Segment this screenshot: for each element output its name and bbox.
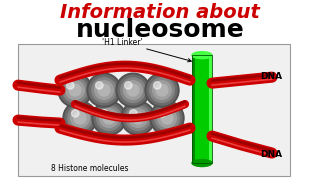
FancyBboxPatch shape (18, 44, 290, 176)
Text: DNA: DNA (260, 72, 282, 81)
Circle shape (154, 82, 161, 89)
Circle shape (121, 78, 145, 102)
Circle shape (66, 81, 84, 100)
Circle shape (130, 110, 137, 117)
Circle shape (63, 101, 97, 135)
Bar (192, 55, 212, 163)
Ellipse shape (192, 52, 212, 59)
Circle shape (68, 106, 92, 130)
Circle shape (129, 109, 147, 127)
Circle shape (103, 112, 115, 124)
Circle shape (127, 84, 139, 96)
Text: 8 Histone molecules: 8 Histone molecules (51, 164, 129, 173)
Text: nucleosome: nucleosome (76, 18, 244, 42)
Circle shape (145, 73, 179, 107)
Text: DNA: DNA (260, 150, 282, 159)
Circle shape (69, 84, 81, 96)
Circle shape (94, 103, 124, 133)
Circle shape (116, 73, 150, 107)
Circle shape (132, 112, 144, 124)
Circle shape (67, 82, 74, 89)
Circle shape (161, 112, 173, 124)
Circle shape (71, 109, 89, 127)
Circle shape (123, 103, 153, 133)
Circle shape (92, 78, 116, 102)
Circle shape (156, 84, 168, 96)
Circle shape (150, 101, 184, 135)
Circle shape (100, 110, 108, 117)
Circle shape (71, 110, 79, 117)
Bar (192, 55, 212, 163)
Circle shape (95, 81, 113, 100)
Circle shape (153, 81, 171, 100)
Text: 'H1 Linker': 'H1 Linker' (102, 38, 142, 47)
Circle shape (147, 75, 177, 105)
Circle shape (155, 106, 179, 130)
Circle shape (124, 81, 142, 100)
Circle shape (118, 75, 148, 105)
Circle shape (63, 78, 87, 102)
Circle shape (98, 84, 110, 96)
Circle shape (158, 110, 166, 117)
Circle shape (152, 103, 182, 133)
Circle shape (89, 75, 119, 105)
Circle shape (158, 109, 176, 127)
Ellipse shape (192, 159, 212, 166)
Circle shape (126, 106, 150, 130)
Circle shape (95, 82, 103, 89)
Text: Information about: Information about (60, 3, 260, 22)
Circle shape (87, 73, 121, 107)
Circle shape (92, 101, 126, 135)
Bar (209, 55, 212, 163)
Circle shape (150, 78, 174, 102)
Bar (192, 55, 195, 163)
Circle shape (60, 75, 90, 105)
Circle shape (65, 103, 95, 133)
Circle shape (58, 73, 92, 107)
Circle shape (124, 82, 132, 89)
Circle shape (97, 106, 121, 130)
Circle shape (100, 109, 118, 127)
Circle shape (74, 112, 86, 124)
Circle shape (121, 101, 155, 135)
